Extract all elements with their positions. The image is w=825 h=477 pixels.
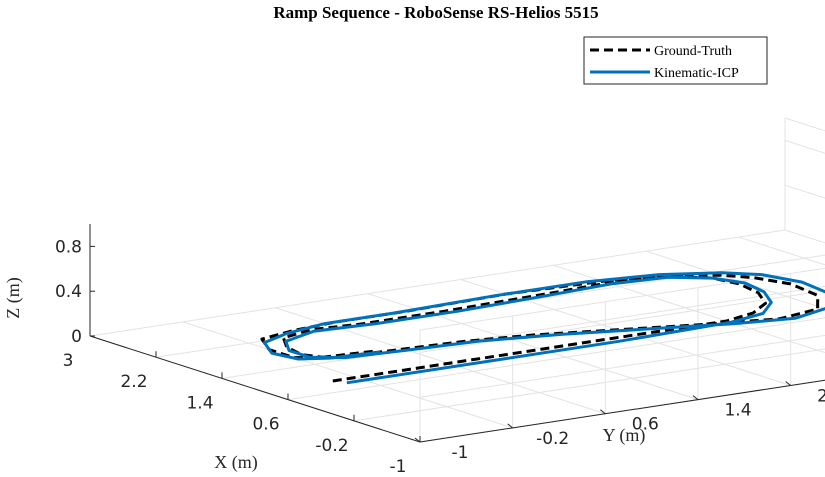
z-axis-label: Z (m) bbox=[3, 277, 24, 318]
floor-gridline bbox=[89, 229, 786, 337]
y-tick-mark bbox=[785, 381, 791, 386]
wall-gridline bbox=[784, 117, 825, 132]
z-tick-label: 0.8 bbox=[55, 237, 82, 257]
y-axis-line bbox=[419, 379, 825, 443]
x-tick-label: -1 bbox=[390, 457, 407, 477]
wall-gridline bbox=[419, 334, 825, 398]
y-tick-mark bbox=[600, 409, 606, 415]
x-tick-label: -0.2 bbox=[315, 436, 348, 456]
floor-gridline bbox=[353, 348, 825, 422]
wall-gridline bbox=[784, 139, 825, 154]
floor-gridline bbox=[221, 285, 825, 379]
y-tick-label: 0.6 bbox=[632, 415, 659, 435]
y-axis-label: Y (m) bbox=[603, 425, 646, 446]
y-tick-mark bbox=[414, 437, 421, 443]
floor-gridline bbox=[367, 293, 699, 401]
x-tick-label: 0.6 bbox=[252, 415, 279, 435]
floor-gridline bbox=[645, 250, 825, 310]
y-tick-label: -0.2 bbox=[536, 429, 569, 449]
tick-labels: 32.21.40.6-0.2-1-1-0.20.61.42.233.84.600… bbox=[55, 237, 825, 477]
x-tick-label: 1.4 bbox=[186, 393, 213, 413]
x-tick-label: 2.2 bbox=[120, 372, 147, 392]
legend: Ground-Truth Kinematic-ICP bbox=[583, 36, 768, 85]
floor-gridline bbox=[460, 278, 791, 386]
y-tick-label: 1.4 bbox=[724, 401, 751, 421]
y-tick-label: -1 bbox=[452, 443, 469, 463]
y-tick-mark bbox=[507, 423, 513, 429]
series-line-kinematic-icp bbox=[262, 271, 825, 385]
y-tick-mark bbox=[692, 395, 699, 400]
axes bbox=[89, 224, 825, 443]
y-tick-label: 2.2 bbox=[817, 386, 825, 406]
legend-label-ground-truth: Ground-Truth bbox=[654, 44, 732, 59]
series-layer bbox=[260, 271, 825, 385]
floor-gridline bbox=[182, 321, 513, 429]
legend-box bbox=[583, 36, 768, 85]
z-tick-label: 0.4 bbox=[55, 282, 82, 302]
floor-gridline bbox=[287, 317, 825, 401]
legend-label-kinematic-icp: Kinematic-ICP bbox=[654, 66, 739, 81]
z-tick-label: 0 bbox=[71, 327, 82, 347]
floor-gridline bbox=[275, 307, 606, 415]
x-axis-label: X (m) bbox=[214, 452, 258, 473]
x-tick-label: 3 bbox=[63, 351, 74, 371]
x-axis-line bbox=[89, 335, 421, 443]
floor-gridline bbox=[738, 236, 825, 266]
chart-title: Ramp Sequence - RoboSense RS-Helios 5515 bbox=[273, 3, 598, 22]
